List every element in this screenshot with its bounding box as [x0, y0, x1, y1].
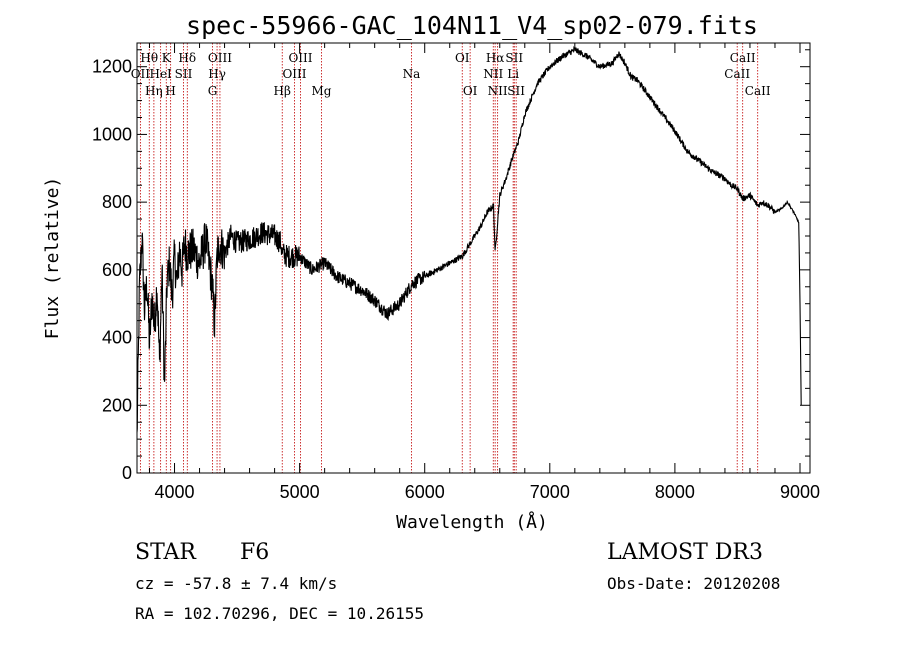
y-tick-label: 1000 — [92, 124, 132, 144]
spectral-line-label: Hγ — [208, 67, 226, 81]
spectral-line-label: OI — [463, 84, 478, 98]
axis-tick-labels: 4000 5000 6000 7000 8000 9000 0 200 400 600 800 100… — [92, 57, 820, 502]
x-tick-label: 5000 — [280, 482, 320, 502]
spectral-line-label: G — [208, 84, 218, 98]
object-class: STAR — [135, 540, 197, 565]
spectral-line-label: Mg — [312, 84, 332, 98]
spectrum-line — [136, 45, 802, 433]
plot-frame — [136, 42, 811, 474]
spectral-line-labels: OIIHθHηHeIKHSIIHδGHγOIIIHβOIIIOIIIMgNaOI… — [131, 51, 771, 98]
spectral-line-label: Li — [507, 67, 519, 81]
spectral-line-label: Hδ — [178, 51, 196, 65]
y-tick-label: 400 — [102, 328, 132, 348]
spectral-line-label: Hη — [145, 84, 163, 98]
spectral-line-label: CaII — [724, 67, 750, 81]
spectral-line-label: NII — [488, 84, 508, 98]
object-subclass: F6 — [240, 540, 269, 565]
axis-ticks — [137, 43, 810, 474]
spectral-lines — [139, 43, 759, 473]
spectral-line-label: OIII — [208, 51, 232, 65]
spectral-line-label: SII — [505, 51, 523, 65]
x-tick-label: 6000 — [405, 482, 445, 502]
x-tick-label: 9000 — [780, 482, 820, 502]
y-tick-label: 200 — [102, 395, 132, 415]
spectral-line-label: SII — [507, 84, 525, 98]
y-tick-label: 0 — [122, 463, 132, 483]
x-tick-label: 8000 — [655, 482, 695, 502]
spectral-line-label: Hα — [486, 51, 505, 65]
spectral-line-label: OII — [131, 67, 151, 81]
coordinates: RA = 102.70296, DEC = 10.26155 — [135, 604, 424, 623]
spectral-line-label: SII — [175, 67, 193, 81]
spectral-line-label: OI — [455, 51, 470, 65]
spectral-line-label: Hθ — [140, 51, 158, 65]
spectral-line-label: HeI — [149, 67, 172, 81]
survey-name: LAMOST DR3 — [607, 540, 763, 565]
spectral-line-label: Hβ — [274, 84, 291, 98]
y-tick-label: 600 — [102, 260, 132, 280]
spectral-line-label: CaII — [745, 84, 771, 98]
spectral-line-label: K — [162, 51, 172, 65]
y-tick-label: 1200 — [92, 57, 132, 77]
x-tick-label: 7000 — [530, 482, 570, 502]
spectral-line-label: CaII — [730, 51, 756, 65]
y-axis-label: Flux (relative) — [42, 177, 63, 340]
spectral-line-label: OIII — [282, 67, 306, 81]
spectral-line-label: NII — [483, 67, 503, 81]
redshift-cz: cz = -57.8 ± 7.4 km/s — [135, 574, 337, 593]
observation-date: Obs-Date: 20120208 — [607, 574, 780, 593]
spectral-line-label: H — [165, 84, 175, 98]
y-tick-label: 800 — [102, 192, 132, 212]
spectral-line-label: OIII — [288, 51, 312, 65]
chart-title: spec-55966-GAC_104N11_V4_sp02-079.fits — [186, 11, 758, 40]
x-axis-label: Wavelength (Å) — [396, 511, 548, 533]
x-tick-label: 4000 — [155, 482, 195, 502]
spectral-line-label: Na — [403, 67, 421, 81]
